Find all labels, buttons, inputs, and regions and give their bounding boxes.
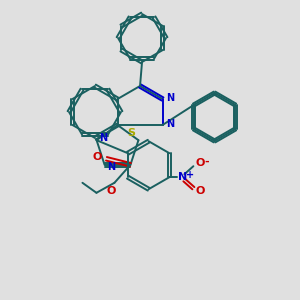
Text: N: N: [167, 119, 175, 129]
Text: +: +: [186, 170, 194, 180]
Text: O: O: [92, 152, 101, 162]
Text: N: N: [108, 162, 116, 172]
Text: S: S: [128, 128, 135, 138]
Text: O: O: [195, 158, 205, 168]
Text: -: -: [204, 157, 209, 167]
Text: N: N: [178, 172, 188, 182]
Text: O: O: [107, 186, 116, 196]
Text: N: N: [100, 133, 108, 143]
Text: N: N: [167, 93, 175, 103]
Text: O: O: [195, 186, 205, 196]
